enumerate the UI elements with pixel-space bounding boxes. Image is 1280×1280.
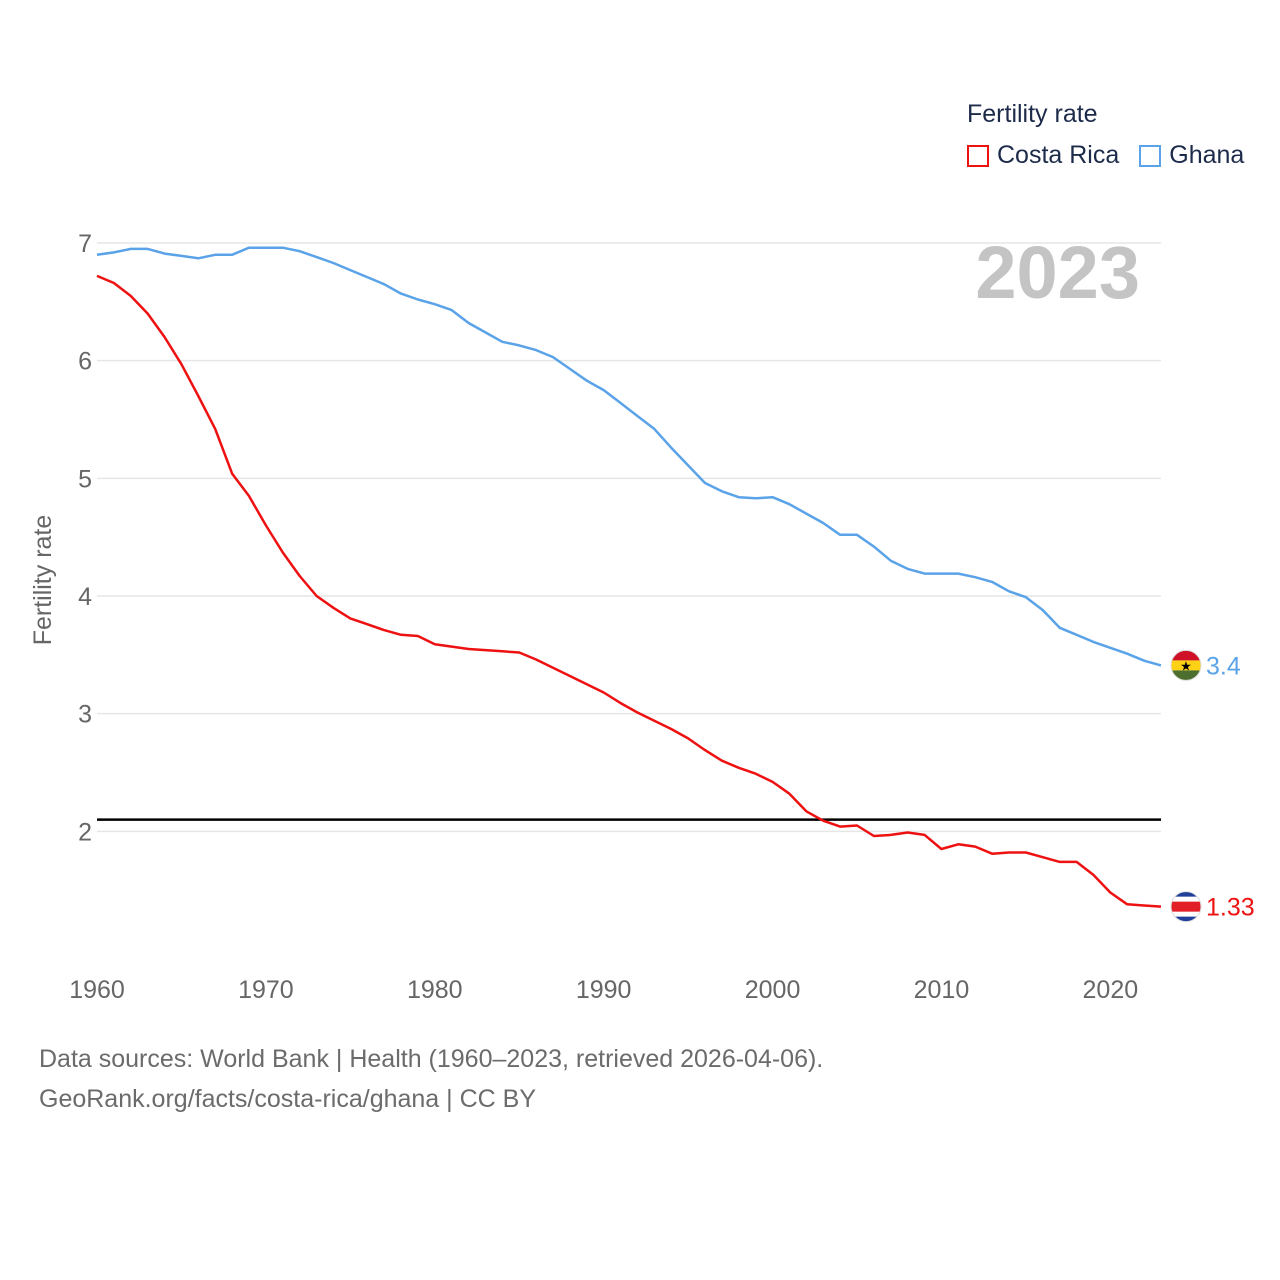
x-tick-label-2010: 2010 xyxy=(914,976,970,1004)
flag-icon-costa-rica xyxy=(1170,891,1202,923)
series-lines xyxy=(96,246,1162,908)
y-tick-label-2: 2 xyxy=(78,818,92,846)
y-tick-label-3: 3 xyxy=(78,701,92,729)
gridlines xyxy=(97,242,1161,833)
legend: Costa Rica Ghana xyxy=(967,141,1264,170)
x-axis-ticks: 1960 1970 1980 1990 2000 2010 2020 xyxy=(69,976,1138,1004)
end-markers: 1.33 ★ 3.4 xyxy=(1170,649,1255,923)
y-tick-label-5: 5 xyxy=(78,465,92,493)
attribution-line: GeoRank.org/facts/costa-rica/ghana | CC … xyxy=(39,1085,536,1113)
legend-label-costa-rica: Costa Rica xyxy=(997,141,1120,169)
y-tick-label-6: 6 xyxy=(78,348,92,376)
legend-item-ghana[interactable]: Ghana xyxy=(1139,141,1244,170)
source-line: Data sources: World Bank | Health (1960–… xyxy=(39,1045,824,1073)
legend-title: Fertility rate xyxy=(967,100,1098,128)
end-value-label-ghana: 3.4 xyxy=(1206,652,1241,680)
flag-icon-ghana: ★ xyxy=(1170,649,1202,681)
x-tick-label-2000: 2000 xyxy=(745,976,801,1004)
legend-swatch-ghana xyxy=(1139,144,1162,167)
series-line-costa-rica[interactable] xyxy=(96,274,1162,908)
year-display: 2023 xyxy=(975,231,1140,314)
legend-item-costa-rica[interactable]: Costa Rica xyxy=(967,141,1119,170)
x-tick-label-2020: 2020 xyxy=(1083,976,1139,1004)
y-axis-label: Fertility rate xyxy=(29,515,57,646)
x-tick-label-1990: 1990 xyxy=(576,976,632,1004)
x-tick-label-1980: 1980 xyxy=(407,976,463,1004)
end-value-label-costa-rica: 1.33 xyxy=(1206,894,1255,922)
legend-swatch-costa-rica xyxy=(967,144,989,167)
x-tick-label-1970: 1970 xyxy=(238,976,294,1004)
y-tick-label-4: 4 xyxy=(78,583,92,611)
x-tick-label-1960: 1960 xyxy=(69,976,125,1004)
y-tick-label-7: 7 xyxy=(78,230,92,258)
series-line-ghana[interactable] xyxy=(96,246,1162,667)
legend-label-ghana: Ghana xyxy=(1169,141,1245,169)
svg-text:★: ★ xyxy=(1180,659,1192,674)
y-axis-ticks: 2 3 4 5 6 7 xyxy=(78,230,92,846)
